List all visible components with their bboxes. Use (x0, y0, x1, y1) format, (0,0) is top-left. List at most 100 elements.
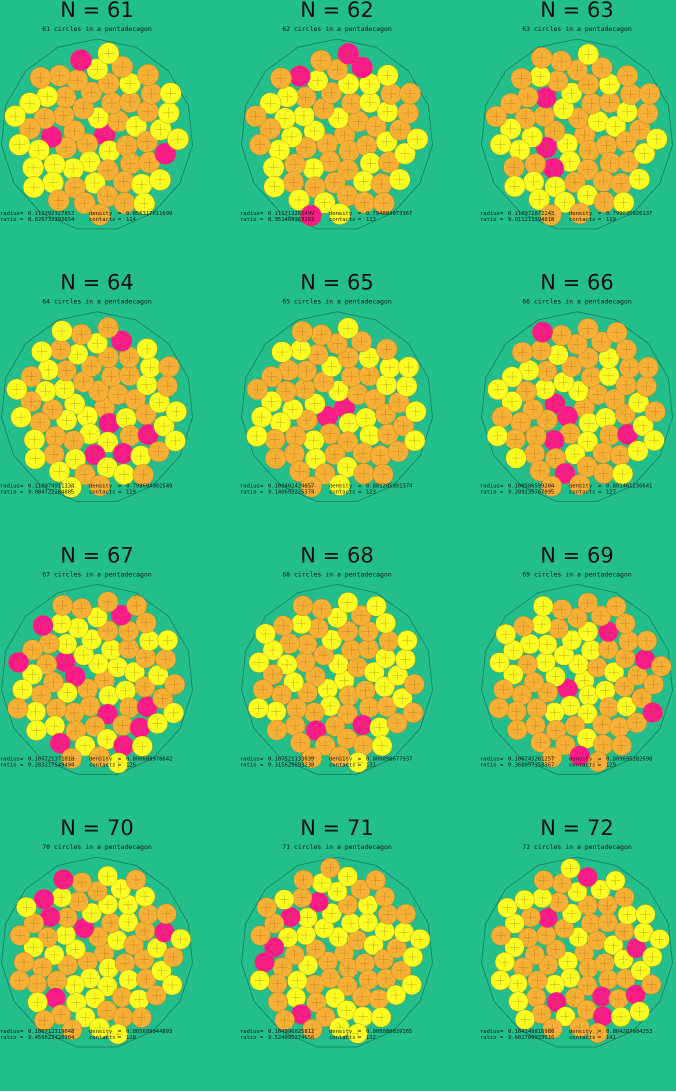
circle-cross (313, 896, 324, 908)
circle-cross (506, 371, 518, 383)
circle-cross (571, 64, 583, 76)
panel-title: N = 64 (60, 271, 133, 295)
circle-cross (558, 650, 570, 661)
circle-cross (615, 1011, 626, 1022)
stat-label: contacts (569, 762, 596, 768)
circle-cross (25, 371, 37, 382)
circle-cross (161, 908, 172, 919)
circle-cross (528, 677, 540, 688)
circle-cross (41, 659, 52, 670)
stat-eq: = (20, 762, 24, 768)
stat-value: 113 (366, 217, 376, 223)
stat-eq: = (358, 762, 362, 768)
circle-cross (596, 991, 607, 1002)
panel-subtitle: 66 circles in a pentadecagon (522, 298, 632, 306)
circle-cross (355, 610, 367, 621)
circle-cross (603, 352, 615, 364)
circle-cross (513, 996, 524, 1007)
circle-cross (600, 685, 611, 696)
circle-cross (144, 635, 155, 646)
circle-cross (332, 612, 343, 623)
circle-cross (569, 448, 581, 460)
circle-cross (579, 948, 590, 959)
circle-cross (334, 1022, 345, 1033)
circle-cross (536, 619, 547, 630)
circle-cross (283, 364, 294, 376)
stat-label: contacts (329, 1035, 356, 1041)
circle-cross (72, 622, 84, 634)
circle-cross (302, 912, 313, 923)
circle-cross (364, 702, 375, 713)
circle-cross (264, 123, 276, 135)
circle-cross (168, 951, 179, 963)
stat-label: density (89, 484, 113, 490)
circle-cross (69, 398, 81, 410)
panel: N = 61 61 circles in a pentadecagon radius… (0, 0, 193, 230)
circle-cross (102, 981, 113, 992)
circle-cross (391, 717, 403, 729)
circle-cross (510, 434, 521, 445)
circle-cross (539, 383, 551, 395)
circle-cross (170, 406, 182, 418)
circle-cross (599, 958, 610, 969)
circle-cross (407, 951, 418, 963)
circle-cross (167, 979, 178, 991)
circle-cross (35, 72, 47, 84)
circle-cross (505, 123, 517, 135)
circle-cross (619, 926, 630, 937)
circle-cross (596, 62, 608, 74)
stat-label: radius (0, 211, 20, 217)
circle-cross (40, 385, 52, 397)
circle-cross (556, 604, 567, 615)
stat-eq: = (598, 762, 602, 768)
circle-cross (322, 683, 333, 695)
circle-cross (532, 975, 543, 986)
circle-cross (306, 481, 317, 492)
circle-cross (534, 465, 546, 477)
circle-cross (101, 733, 113, 745)
circle-cross (33, 144, 45, 156)
circle-cross (380, 973, 392, 984)
stat-eq: = (358, 756, 362, 762)
circle-cross (48, 676, 59, 688)
stat-label: ratio (0, 762, 17, 768)
stat-label: density (329, 756, 353, 762)
circle-cross (141, 701, 153, 713)
circle-cross (65, 481, 77, 493)
circle-cross (60, 365, 72, 377)
panel-title: N = 62 (300, 0, 373, 22)
circle-cross (343, 690, 355, 702)
stat-eq: = (598, 1035, 602, 1041)
circle-cross (540, 930, 552, 941)
circle-cross (101, 462, 113, 473)
circle-cross (603, 702, 615, 713)
circle-cross (89, 993, 101, 1004)
circle-cross (508, 669, 519, 680)
circle-cross (541, 365, 552, 377)
stat-value: 9.209235767095 (508, 490, 554, 496)
circle-cross (611, 601, 622, 612)
circle-cross (30, 706, 41, 718)
stat-eq: = (598, 211, 602, 217)
circle-cross (299, 383, 310, 395)
circle-cross (522, 659, 533, 670)
circle-cross (48, 448, 60, 460)
circle-cross (537, 326, 548, 338)
circle-cross (639, 148, 650, 159)
circle-cross (301, 639, 313, 650)
circle-cross (55, 618, 67, 629)
panel-subtitle: 64 circles in a pentadecagon (42, 298, 152, 306)
circle-cross (120, 685, 131, 697)
stat-value: 0.800098677937 (366, 756, 412, 762)
circle-cross (621, 106, 633, 118)
circle-cross (160, 653, 172, 665)
circle-cross (275, 72, 287, 84)
circle-cross (60, 929, 71, 941)
circle-cross (339, 948, 350, 959)
stat-value: 119 (606, 217, 616, 223)
circle-cross (270, 453, 281, 464)
circle-cross (163, 361, 175, 373)
stat-value: 0.113292327853 (28, 211, 74, 217)
circle-cross (549, 707, 560, 718)
circle-cross (603, 370, 615, 382)
